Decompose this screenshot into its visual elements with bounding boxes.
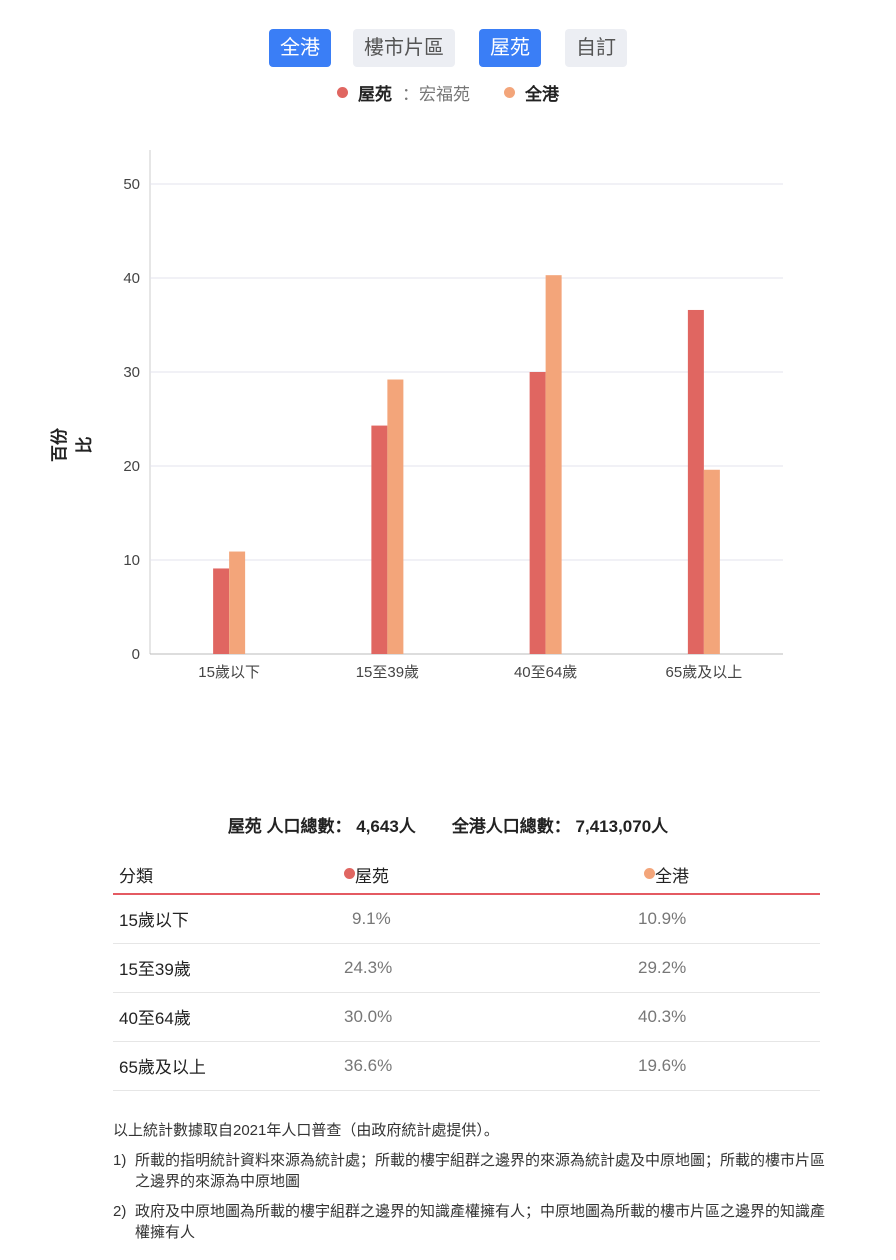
hk-dot-icon bbox=[504, 87, 515, 98]
bar-chart: 0 10 20 30 40 50 15歲以下 15至39歲 40至64歲 65歲及以上 bbox=[123, 150, 783, 681]
table-row: 40至64歲 30.0% 40.3% bbox=[113, 992, 820, 1042]
row-estate-value: 9.1% bbox=[338, 894, 638, 944]
x-tick-label: 65歲及以上 bbox=[666, 664, 743, 681]
row-estate-value: 36.6% bbox=[338, 1041, 638, 1091]
row-estate-value: 30.0% bbox=[338, 992, 638, 1042]
estate-dot-icon bbox=[337, 87, 348, 98]
tab-bar: 全港 樓市片區 屋苑 自訂 bbox=[0, 29, 896, 67]
row-category: 15至39歲 bbox=[113, 943, 338, 993]
row-category: 40至64歲 bbox=[113, 992, 338, 1042]
footnotes: 以上統計數據取自2021年人口普查（由政府統計處提供）。 1) 所載的指明統計資料… bbox=[113, 1120, 833, 1252]
data-table: 分類 屋苑 全港 15歲以下 9.1% 10.9% 15至39歲 24.3% 29.2% 4… bbox=[113, 856, 820, 1091]
row-hk-value: 29.2% bbox=[638, 943, 820, 993]
note-text: 政府及中原地圖為所載的樓宇組群之邊界的知識產權擁有人；中原地圖為所載的樓市片區之… bbox=[135, 1203, 826, 1241]
bar-estate bbox=[529, 372, 546, 654]
row-category: 15歲以下 bbox=[113, 894, 338, 944]
tab-district[interactable]: 樓市片區 bbox=[353, 29, 455, 67]
row-category: 65歲及以上 bbox=[113, 1041, 338, 1091]
hk-total: 全港人口總數： 7,413,070人 bbox=[451, 817, 669, 836]
tab-custom[interactable]: 自訂 bbox=[565, 29, 627, 67]
legend-hk-label: 全港 bbox=[525, 85, 559, 104]
header-hk-label: 全港 bbox=[655, 867, 689, 886]
legend-estate-name: ：宏福苑 bbox=[402, 85, 470, 104]
row-estate-value: 24.3% bbox=[338, 943, 638, 993]
estate-total: 屋苑 人口總數： 4,643人 bbox=[227, 817, 416, 836]
row-hk-value: 10.9% bbox=[638, 894, 820, 944]
bar-hk bbox=[229, 551, 246, 654]
x-tick-label: 15至39歲 bbox=[356, 664, 419, 681]
table-row: 15至39歲 24.3% 29.2% bbox=[113, 943, 820, 993]
population-totals: 屋苑 人口總數： 4,643人 全港人口總數： 7,413,070人 bbox=[0, 812, 896, 837]
bar-estate bbox=[371, 425, 388, 654]
row-hk-value: 40.3% bbox=[638, 992, 820, 1042]
note-num: 2) bbox=[113, 1203, 127, 1220]
bar-hk bbox=[703, 469, 720, 654]
bar-hk bbox=[545, 275, 562, 654]
tab-hk[interactable]: 全港 bbox=[269, 29, 331, 67]
table-row: 15歲以下 9.1% 10.9% bbox=[113, 894, 820, 944]
tab-estate[interactable]: 屋苑 bbox=[479, 29, 541, 67]
legend-hk[interactable]: 全港 bbox=[504, 80, 559, 105]
note-num: 1) bbox=[113, 1152, 127, 1169]
y-tick-label: 20 bbox=[123, 458, 140, 475]
chart-legend: 屋苑 ：宏福苑 全港 bbox=[0, 80, 896, 105]
y-tick-label: 10 bbox=[123, 552, 140, 569]
y-tick-label: 30 bbox=[123, 364, 140, 381]
bar-estate bbox=[213, 568, 230, 654]
y-tick-label: 40 bbox=[123, 270, 140, 287]
estate-dot-icon bbox=[344, 868, 355, 879]
header-estate-label: 屋苑 bbox=[355, 867, 389, 886]
hk-dot-icon bbox=[644, 868, 655, 879]
row-hk-value: 19.6% bbox=[638, 1041, 820, 1091]
x-tick-label: 15歲以下 bbox=[198, 664, 260, 681]
legend-estate[interactable]: 屋苑 ：宏福苑 bbox=[337, 80, 470, 105]
note-intro: 以上統計數據取自2021年人口普查（由政府統計處提供）。 bbox=[113, 1122, 499, 1139]
x-tick-label: 40至64歲 bbox=[514, 664, 577, 681]
table-row: 65歲及以上 36.6% 19.6% bbox=[113, 1041, 820, 1091]
bar-hk bbox=[387, 379, 404, 654]
header-estate: 屋苑 bbox=[338, 856, 638, 895]
legend-estate-label: 屋苑 bbox=[358, 85, 392, 104]
note-text: 所載的指明統計資料來源為統計處；所載的樓宇組群之邊界的來源為統計處及中原地圖；所… bbox=[135, 1152, 826, 1190]
bar-estate bbox=[687, 309, 704, 654]
y-tick-label: 0 bbox=[132, 646, 140, 663]
header-hk: 全港 bbox=[638, 856, 820, 895]
y-tick-label: 50 bbox=[123, 176, 140, 193]
header-category: 分類 bbox=[113, 856, 338, 895]
